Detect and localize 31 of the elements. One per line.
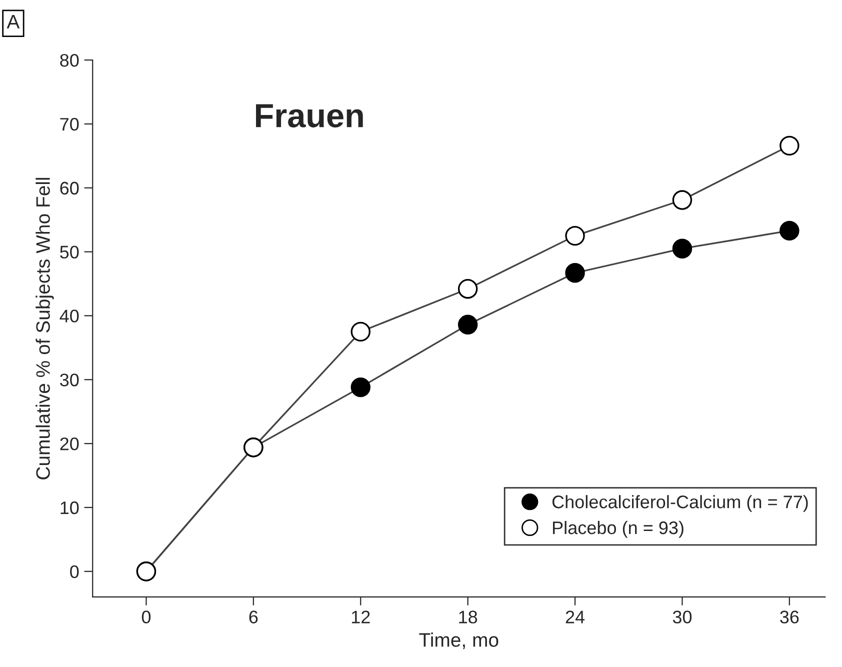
point <box>350 377 370 398</box>
y-tick-label: 40 <box>60 310 79 322</box>
point <box>780 220 800 241</box>
y-tick-label: 10 <box>60 501 79 514</box>
point <box>672 238 692 258</box>
point <box>350 322 370 342</box>
x-axis-title: Time, mo <box>419 632 498 650</box>
y-tick-label: 80 <box>60 54 79 67</box>
x-tick-label: 12 <box>352 610 370 624</box>
legend-label: Cholecalciferol-Calcium (n = 77) <box>552 495 808 512</box>
point <box>458 314 478 335</box>
point <box>672 190 692 210</box>
x-tick-label: 36 <box>780 610 799 624</box>
point <box>458 279 478 299</box>
point <box>565 263 585 283</box>
y-tick-label: 20 <box>60 437 79 450</box>
y-axis-title: Cumulative % of Subjects Who Fell <box>36 178 54 480</box>
y-tick-label: 50 <box>60 246 79 259</box>
x-tick-label: 18 <box>459 610 478 624</box>
annotation: Frauen <box>256 104 363 128</box>
legend-label: Placebo (n = 93) <box>553 520 684 538</box>
y-tick-label: 70 <box>60 118 79 131</box>
y-tick-label: 0 <box>70 565 79 578</box>
point <box>565 226 585 246</box>
x-tick-label: 0 <box>142 610 151 624</box>
text: A <box>6 14 20 28</box>
y-tick-label: 30 <box>60 374 79 386</box>
x-tick-label: 24 <box>566 610 585 624</box>
x-tick-label: 30 <box>672 610 692 624</box>
x-tick-label: 6 <box>249 610 258 624</box>
y-tick-label: 60 <box>60 182 79 195</box>
